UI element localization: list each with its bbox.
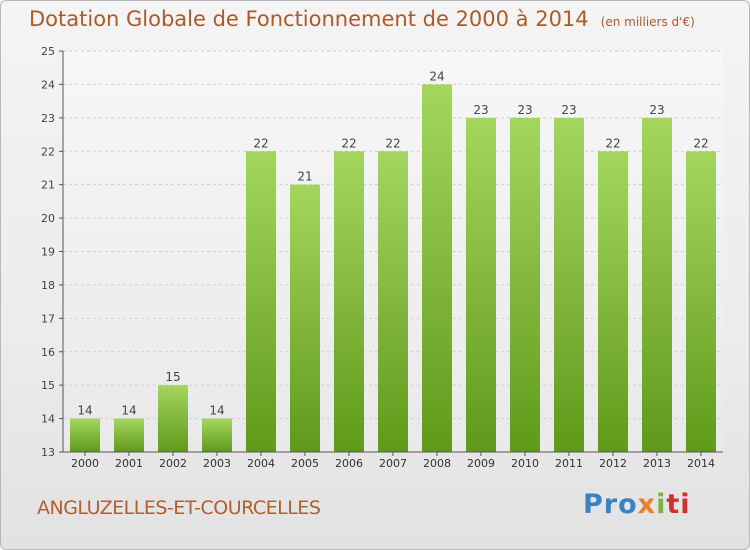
y-tick-label-24: 24 <box>41 78 55 91</box>
y-tick-label-19: 19 <box>41 246 55 259</box>
bar-2001 <box>114 418 144 452</box>
y-tick-label-23: 23 <box>41 112 55 125</box>
bar-labels: 14 14 15 14 22 21 22 22 24 23 23 23 22 23 22 <box>77 69 708 417</box>
logo-part-1: Pro <box>583 489 638 520</box>
x-tick-label-2013: 2013 <box>643 457 671 470</box>
bar-2007 <box>378 151 408 452</box>
bar-2004 <box>246 151 276 452</box>
y-tick-label-21: 21 <box>41 179 55 192</box>
x-tick-label-2008: 2008 <box>423 457 451 470</box>
bar-label-2013: 23 <box>649 103 664 117</box>
x-tick-labels: 2000 2001 2002 2003 2004 2005 2006 2007 2008 2009… <box>71 457 715 470</box>
bars <box>70 84 716 453</box>
x-tick-label-2003: 2003 <box>203 457 231 470</box>
logo-part-3: i <box>656 489 667 520</box>
commune-name: ANGLUZELLES-ET-COURCELLES <box>37 497 321 519</box>
x-tick-label-2002: 2002 <box>159 457 187 470</box>
x-tick-label-2009: 2009 <box>467 457 495 470</box>
logo-part-4: ti <box>666 489 691 520</box>
y-tick-label-15: 15 <box>41 379 55 392</box>
y-tick-label-13: 13 <box>41 446 55 459</box>
x-tick-label-2001: 2001 <box>115 457 143 470</box>
logo-part-2: x <box>637 489 657 520</box>
bar-label-2004: 22 <box>253 136 268 150</box>
y-tick-label-22: 22 <box>41 145 55 158</box>
chart-title-text: Dotation Globale de Fonctionnement de 20… <box>29 7 589 31</box>
bar-2000 <box>70 418 100 452</box>
y-tick-label-18: 18 <box>41 279 55 292</box>
chart-unit-note: (en milliers d'€) <box>600 15 695 29</box>
chart-title: Dotation Globale de Fonctionnement de 20… <box>29 7 695 31</box>
x-tick-label-2010: 2010 <box>511 457 539 470</box>
bar-2008 <box>422 84 452 453</box>
y-tick-label-16: 16 <box>41 346 55 359</box>
y-tick-label-14: 14 <box>41 413 55 426</box>
bar-label-2006: 22 <box>341 136 356 150</box>
proxiti-logo[interactable]: Proxiti <box>583 489 691 520</box>
x-tick-label-2012: 2012 <box>599 457 627 470</box>
y-tick-label-20: 20 <box>41 212 55 225</box>
x-tick-label-2004: 2004 <box>247 457 275 470</box>
axes <box>59 50 723 456</box>
bar-label-2008: 24 <box>429 69 444 83</box>
bar-2013 <box>642 117 672 452</box>
bar-label-2009: 23 <box>473 103 488 117</box>
bar-2011 <box>554 117 584 452</box>
x-tick-label-2005: 2005 <box>291 457 319 470</box>
bar-2003 <box>202 418 232 452</box>
bar-label-2010: 23 <box>517 103 532 117</box>
y-tick-label-25: 25 <box>41 45 55 58</box>
x-tick-label-2000: 2000 <box>71 457 99 470</box>
bar-2005 <box>290 184 320 452</box>
bar-label-2000: 14 <box>77 404 92 418</box>
x-tick-label-2006: 2006 <box>335 457 363 470</box>
bar-2012 <box>598 151 628 452</box>
bar-label-2011: 23 <box>561 103 576 117</box>
y-tick-label-17: 17 <box>41 312 55 325</box>
bar-2010 <box>510 117 540 452</box>
y-tick-labels: 13 14 15 16 17 18 19 20 21 22 23 24 25 <box>41 45 55 459</box>
bar-label-2002: 15 <box>165 370 180 384</box>
x-tick-label-2007: 2007 <box>379 457 407 470</box>
bar-label-2012: 22 <box>605 136 620 150</box>
bar-2002 <box>158 385 188 452</box>
bar-label-2007: 22 <box>385 136 400 150</box>
bar-label-2014: 22 <box>693 136 708 150</box>
bar-2006 <box>334 151 364 452</box>
x-tick-label-2014: 2014 <box>687 457 715 470</box>
x-tick-label-2011: 2011 <box>555 457 583 470</box>
bar-label-2005: 21 <box>297 170 312 184</box>
bar-2014 <box>686 151 716 452</box>
bar-label-2003: 14 <box>209 404 224 418</box>
bar-label-2001: 14 <box>121 404 136 418</box>
bar-2009 <box>466 117 496 452</box>
